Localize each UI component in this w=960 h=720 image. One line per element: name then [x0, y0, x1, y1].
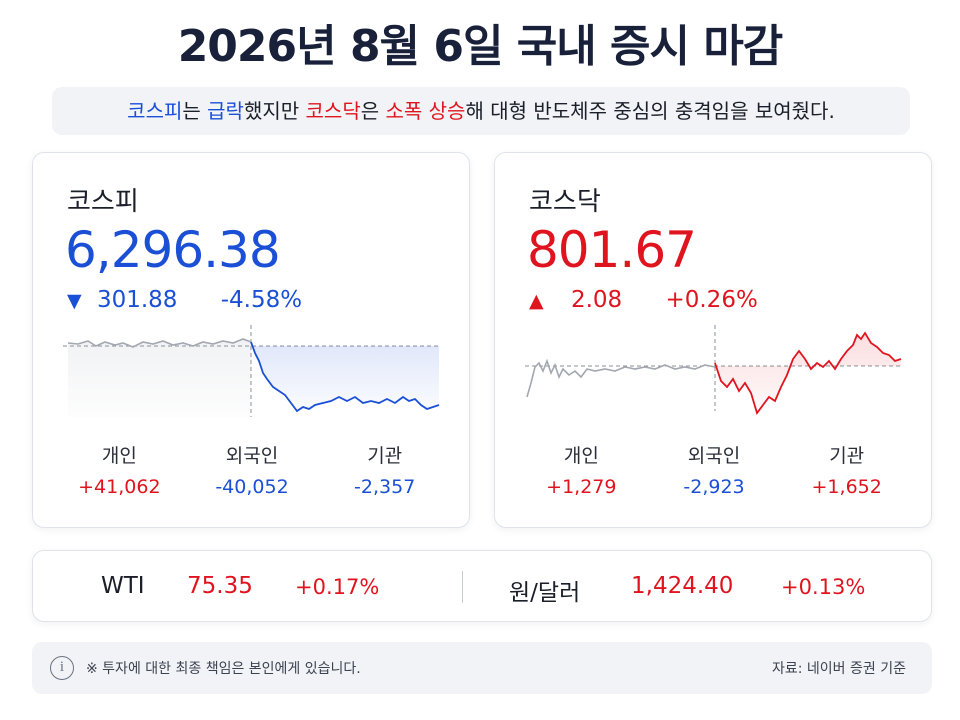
wti-label: WTI	[101, 573, 145, 599]
kosdaq-investor-foreign: 외국인 -2,923	[648, 441, 781, 498]
fx-label: 원/달러	[509, 580, 581, 606]
kosdaq-change-points: 2.08	[570, 287, 623, 313]
kosdaq-value: 801.67	[527, 221, 697, 279]
kospi-change-points: 301.88	[96, 287, 178, 313]
summary-text-3: 은	[360, 99, 386, 123]
kosdaq-card: 코스닥 801.67 ▲ 2.08 +0.26% 개인 +1,279 외국인 -…	[494, 152, 932, 528]
kosdaq-investor-institution: 기관 +1,652	[780, 441, 913, 498]
kosdaq-change-pct: +0.26%	[665, 287, 758, 313]
investor-value: -2,357	[354, 476, 416, 498]
investor-value: +1,652	[811, 476, 882, 498]
kospi-value: 6,296.38	[65, 221, 281, 279]
summary-text-1: 는	[182, 99, 208, 123]
summary-kospi: 코스피	[127, 99, 183, 123]
divider	[462, 571, 463, 603]
investor-value: +41,062	[78, 476, 161, 498]
investor-label: 기관	[367, 445, 403, 467]
kospi-name: 코스피	[67, 187, 139, 217]
kosdaq-today-area	[715, 333, 901, 413]
kosdaq-today-line	[714, 331, 902, 415]
investor-value: -40,052	[215, 476, 289, 498]
page-title: 2026년 8월 6일 국내 증시 마감	[177, 21, 784, 72]
investor-label: 개인	[101, 445, 137, 467]
kospi-change: ▼ 301.88 -4.58%	[67, 287, 302, 313]
kosdaq-intraday-chart	[525, 325, 903, 415]
summary-text-4: 해 대형 반도체주 중심의 충격임을 보여줬다.	[465, 99, 835, 123]
investor-label: 외국인	[225, 445, 279, 467]
disclaimer-text: ※ 투자에 대한 최종 책임은 본인에게 있습니다.	[86, 661, 361, 677]
source-text: 자료: 네이버 증권 기준	[772, 661, 906, 677]
kospi-prev-area	[68, 339, 251, 417]
kospi-investor-individual: 개인 +41,062	[53, 441, 186, 498]
summary-plunge: 급락	[207, 99, 244, 123]
kosdaq-change: ▲ 2.08 +0.26%	[529, 287, 758, 313]
info-icon: i	[50, 656, 74, 680]
wti-pct: +0.17%	[295, 575, 380, 599]
investor-value: +1,279	[546, 476, 617, 498]
kosdaq-name: 코스닥	[529, 187, 601, 217]
summary-rise: 소폭 상승	[385, 99, 466, 123]
fx-pct: +0.13%	[781, 575, 866, 599]
kospi-today-line	[250, 341, 440, 413]
kospi-prev-line	[67, 338, 252, 348]
fx-value: 1,424.40	[631, 573, 734, 599]
kospi-investors: 개인 +41,062 외국인 -40,052 기관 -2,357	[53, 441, 451, 498]
investor-label: 기관	[829, 445, 865, 467]
investor-value: -2,923	[683, 476, 745, 498]
kospi-change-pct: -4.58%	[220, 287, 303, 313]
commodities-bar: WTI 75.35 +0.17% 원/달러 1,424.40 +0.13%	[32, 550, 932, 622]
kospi-today-area	[251, 342, 439, 411]
footer-disclaimer: i ※ 투자에 대한 최종 책임은 본인에게 있습니다. 자료: 네이버 증권 …	[32, 642, 932, 694]
kospi-card: 코스피 6,296.38 ▼ 301.88 -4.58% 개인 +41,062	[32, 152, 470, 528]
down-arrow-icon: ▼	[67, 290, 82, 312]
kosdaq-investor-individual: 개인 +1,279	[515, 441, 648, 498]
investor-label: 외국인	[687, 445, 741, 467]
summary-text-2: 했지만	[243, 99, 306, 123]
wti-value: 75.35	[187, 573, 253, 599]
up-arrow-icon: ▲	[529, 290, 544, 312]
summary-kosdaq: 코스닥	[305, 99, 361, 123]
kosdaq-investors: 개인 +1,279 외국인 -2,923 기관 +1,652	[515, 441, 913, 498]
kospi-investor-foreign: 외국인 -40,052	[186, 441, 319, 498]
kosdaq-prev-line	[526, 358, 716, 398]
investor-label: 개인	[563, 445, 599, 467]
kospi-investor-institution: 기관 -2,357	[318, 441, 451, 498]
kospi-intraday-chart	[63, 325, 440, 417]
summary-banner: 코스피는 급락했지만 코스닥은 소폭 상승해 대형 반도체주 중심의 충격임을 …	[52, 87, 910, 135]
